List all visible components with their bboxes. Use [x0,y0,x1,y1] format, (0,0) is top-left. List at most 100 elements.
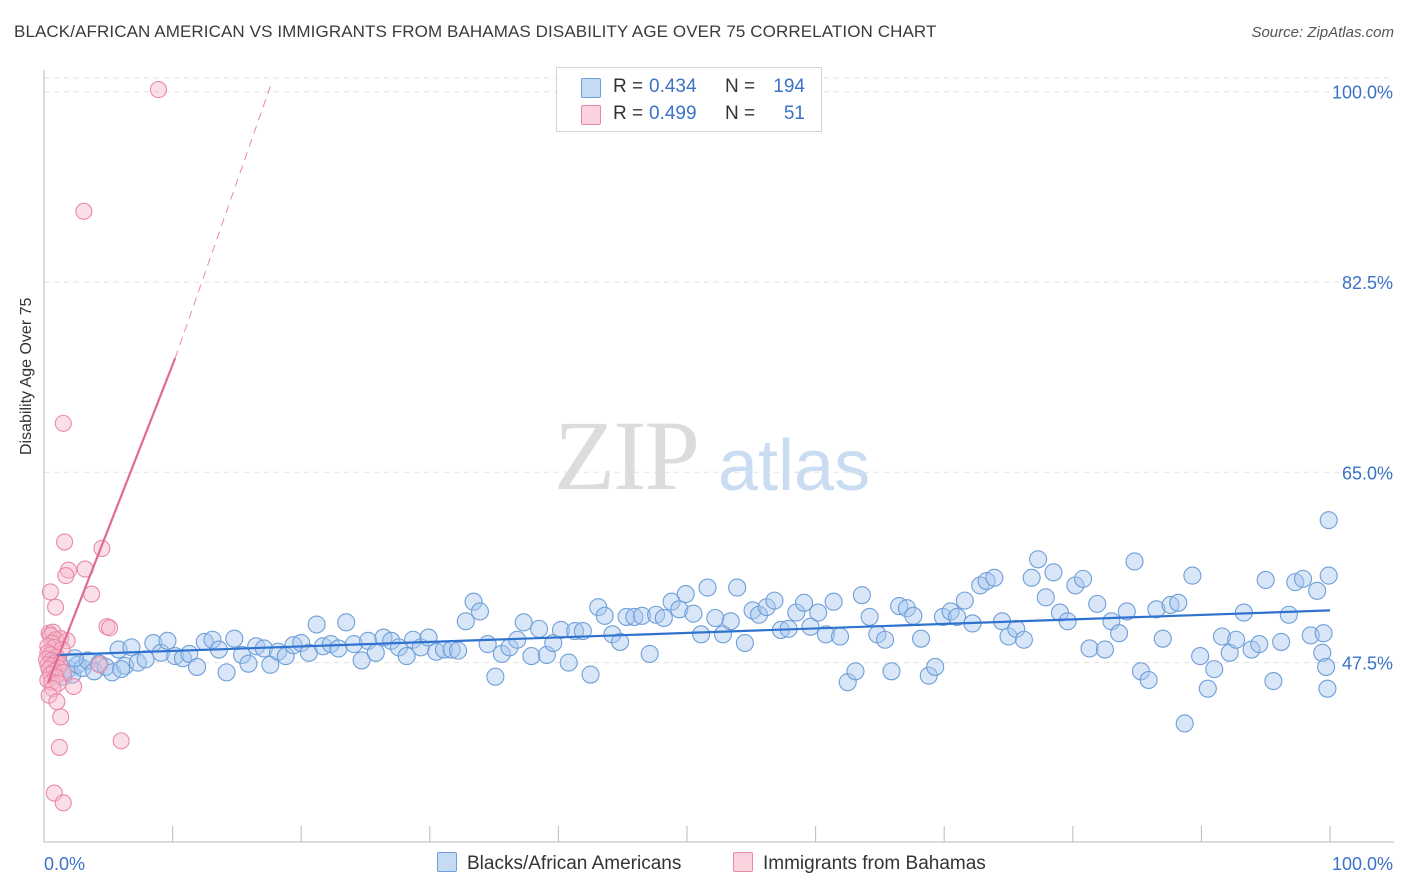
data-point-blacks [1022,568,1041,587]
data-point-blacks [611,632,630,651]
legend-r-value: 0.434 [649,76,697,97]
x-tick-label: 0.0% [44,854,85,874]
data-point-blacks [882,662,901,681]
data-point-blacks [1044,563,1063,582]
data-point-blacks [307,615,326,634]
bottom-legend-bahamas: Immigrants from Bahamas [733,852,986,875]
legend-n-label: N = [725,76,756,97]
data-point-bahamas [93,539,111,557]
data-point-blacks [1250,635,1269,654]
data-point-blacks [852,586,871,605]
data-point-blacks [1169,593,1188,612]
data-point-blacks [1036,588,1055,607]
data-point-blacks [486,667,505,686]
legend-n-value: 194 [773,76,805,97]
legend-n-label: N = [725,103,756,124]
data-point-blacks [1314,624,1333,643]
data-point-blacks [329,639,348,658]
data-point-blacks [1279,605,1298,624]
data-point-bahamas [75,202,93,220]
data-point-blacks [464,592,483,611]
bottom-legend-label-blacks: Blacks/African Americans [467,853,682,874]
data-point-blacks [239,654,258,673]
bottom-legend-swatch-blue [437,852,457,872]
data-point-blacks [1095,640,1114,659]
data-point-bahamas [90,656,108,674]
data-point-blacks [1293,569,1313,588]
data-point-blacks [1029,550,1048,569]
data-point-blacks [1220,643,1239,662]
data-point-bahamas [47,598,65,616]
data-point-blacks [632,606,652,625]
data-point-blacks [794,593,814,612]
data-point-blacks [1264,672,1283,691]
y-axis-label: Disability Age Over 75 [18,297,35,455]
data-point-blacks [203,630,222,649]
chart-title: BLACK/AFRICAN AMERICAN VS IMMIGRANTS FRO… [14,22,937,41]
data-point-blacks [217,663,236,682]
data-point-blacks [1147,600,1166,619]
data-point-blacks [1198,679,1217,698]
legend-r-value: 0.499 [649,103,697,124]
data-point-bahamas [57,567,75,585]
bottom-legend-blacks: Blacks/African Americans [437,852,681,875]
data-point-blacks [875,630,895,649]
data-point-blacks [948,607,967,626]
data-point-blacks [684,604,703,623]
data-point-blacks [955,591,974,610]
data-point-blacks [1308,581,1327,600]
data-point-bahamas [112,732,130,750]
data-point-blacks [617,607,636,626]
data-point-blacks [816,625,835,644]
data-point-blacks [904,606,923,625]
data-point-blacks [1058,612,1077,631]
data-point-blacks [522,647,541,666]
data-point-blacks [581,665,600,684]
data-point-blacks [830,627,850,646]
trend-line-bahamas-extension [174,86,271,359]
data-point-blacks [1074,569,1093,588]
data-point-blacks [809,603,828,622]
x-tick-label: 100.0% [1332,854,1393,874]
data-point-blacks [698,578,717,597]
data-point-blacks [1212,627,1232,646]
bottom-legend-label-bahamas: Immigrants from Bahamas [763,853,986,874]
data-point-blacks [366,643,385,662]
data-point-blacks [530,619,549,638]
data-point-bahamas [56,533,74,551]
data-point-blacks [912,629,931,648]
data-point-blacks [337,613,356,632]
trend-line-bahamas [46,357,177,684]
data-point-blacks [706,608,725,628]
data-point-bahamas [65,677,83,696]
data-point-blacks [352,651,371,670]
data-point-blacks [1227,630,1246,649]
data-point-blacks [1256,570,1275,590]
data-point-blacks [456,612,475,631]
data-point-blacks [676,585,695,604]
data-point-blacks [625,607,644,626]
data-point-blacks [158,631,177,650]
data-point-blacks [112,660,131,679]
data-point-blacks [449,641,468,660]
data-point-blacks [187,657,207,676]
data-point-blacks [1139,670,1158,690]
data-point-blacks [225,629,244,648]
data-point-blacks [595,606,614,625]
data-point-blacks [1175,714,1194,733]
data-point-blacks [787,603,806,622]
data-point-blacks [721,612,740,631]
data-point-blacks [514,613,533,632]
legend-r-label: R = [613,76,644,97]
data-point-bahamas [52,708,70,726]
data-point-blacks [1014,630,1033,649]
bottom-legend-swatch-pink [733,852,753,872]
data-point-blacks [566,622,585,641]
data-point-blacks [654,608,673,628]
data-point-blacks [749,605,769,624]
data-point-blacks [1110,624,1129,643]
data-point-blacks [1153,629,1172,648]
y-tick-label: 100.0% [1332,83,1393,103]
data-point-blacks [573,622,592,641]
legend-swatch-blue [581,78,601,98]
